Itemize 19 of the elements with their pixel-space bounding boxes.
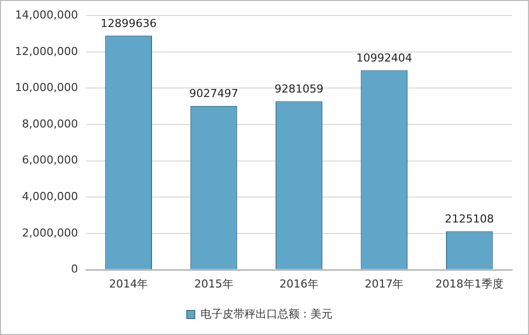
x-tick-label: 2014年 <box>109 277 148 290</box>
x-tick-label: 2016年 <box>279 277 318 290</box>
y-tick-label: 4,000,000 <box>22 190 78 204</box>
y-tick-label: 14,000,000 <box>14 8 78 22</box>
x-tick-label: 2018年1季度 <box>435 277 504 290</box>
y-tick-label: 10,000,000 <box>14 81 78 94</box>
y-tick-label: 2,000,000 <box>22 226 78 240</box>
data-label: 12899636 <box>100 16 157 30</box>
y-tick-label: 0 <box>70 262 78 276</box>
x-tick-label: 2015年 <box>194 277 234 290</box>
y-tick-label: 12,000,000 <box>14 44 78 58</box>
y-tick-label: 6,000,000 <box>22 154 78 167</box>
x-tick-label: 2017年 <box>364 277 404 290</box>
data-label: 2125108 <box>444 212 494 226</box>
data-label: 10992404 <box>356 52 412 65</box>
data-label: 9281059 <box>274 82 324 96</box>
legend-label: 电子皮带秤出口总额：美元 <box>200 307 332 320</box>
data-label: 9027497 <box>189 87 238 100</box>
y-tick-label: 8,000,000 <box>22 117 78 130</box>
